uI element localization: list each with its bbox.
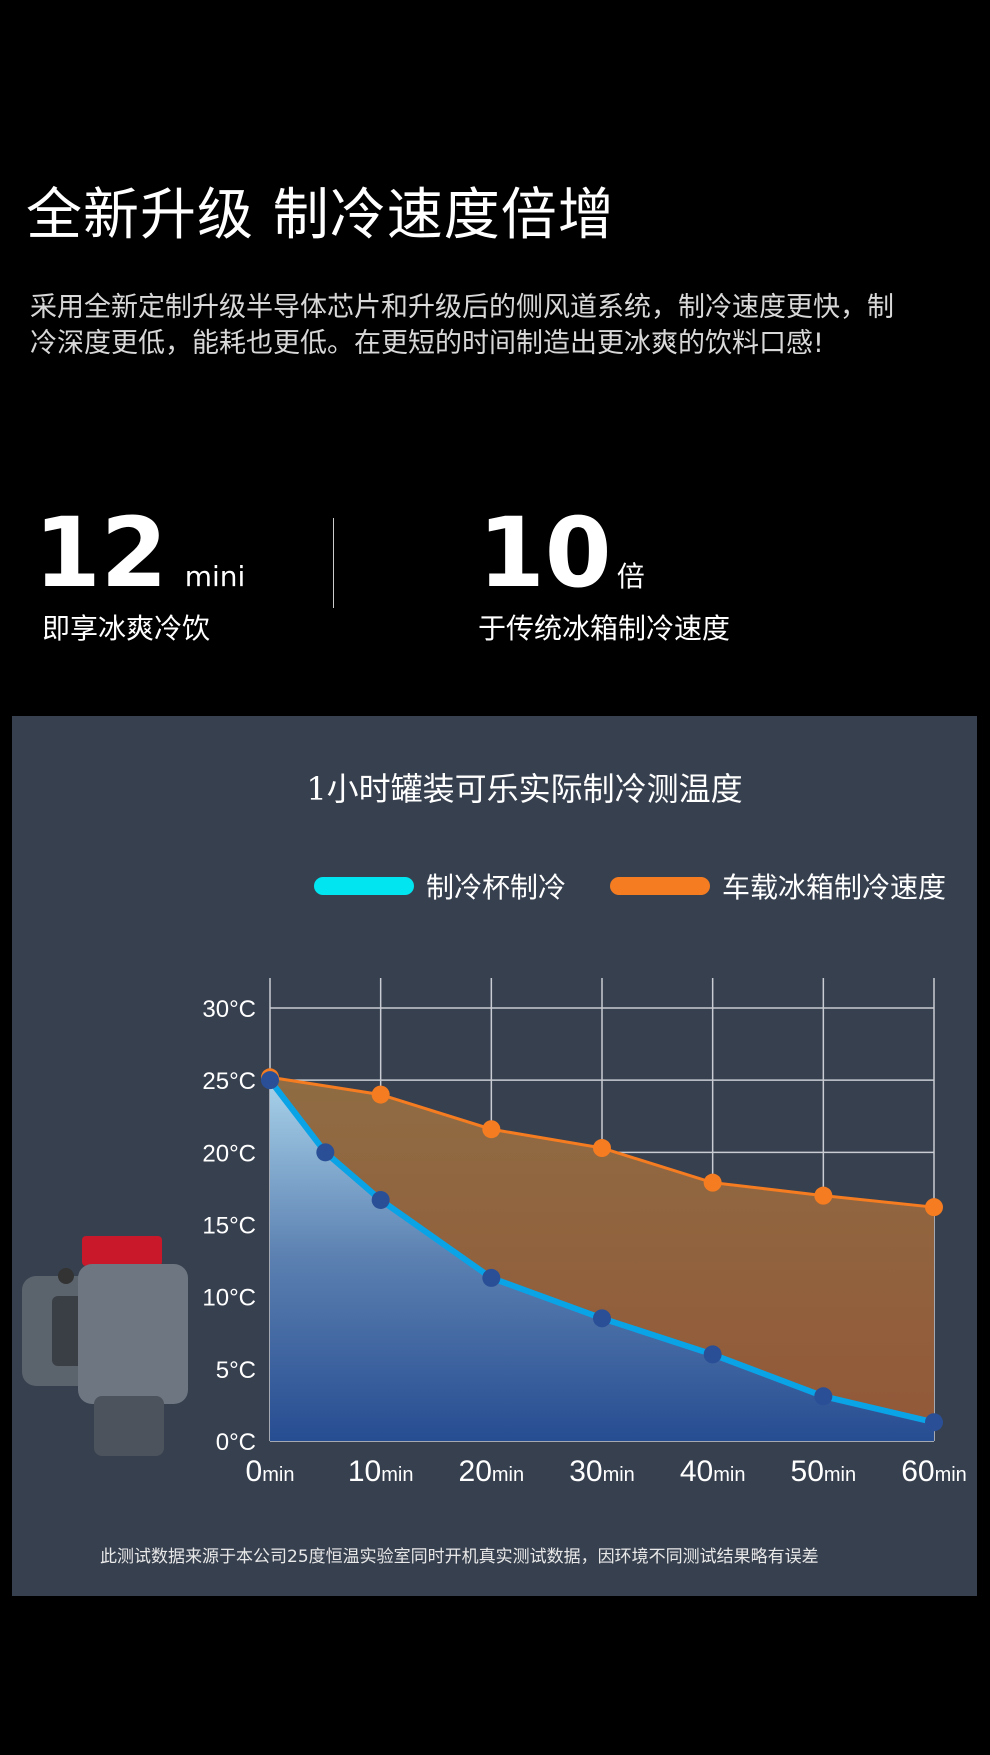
stat-time: 12 mini 即享冰爽冷饮 bbox=[34, 505, 245, 647]
legend-item-fridge: 车载冰箱制冷速度 bbox=[610, 866, 946, 906]
x-tick-label: 0min bbox=[246, 1455, 295, 1488]
y-tick-label: 25°C bbox=[202, 1068, 256, 1095]
stat-unit: 倍 bbox=[616, 560, 645, 593]
stat-value: 10 bbox=[478, 497, 612, 609]
chart: 0°C 5°C 10°C 15°C 20°C 25°C 30°C 0min 10min 20min… bbox=[22, 978, 967, 1488]
stat-label: 即享冰爽冷饮 bbox=[42, 612, 211, 645]
legend-label: 车载冰箱制冷速度 bbox=[722, 871, 947, 904]
cup-point bbox=[814, 1387, 833, 1406]
legend-item-cup: 制冷杯制冷 bbox=[314, 866, 566, 906]
stat-unit: mini bbox=[184, 560, 246, 593]
fridge-point bbox=[371, 1085, 390, 1104]
stat-label: 于传统冰箱制冷速度 bbox=[478, 612, 731, 645]
fridge-point bbox=[703, 1173, 722, 1192]
chart-title: 1小时罐装可乐实际制冷测温度 bbox=[306, 770, 743, 808]
stat-speed: 10 倍 于传统冰箱制冷速度 bbox=[478, 505, 730, 647]
footnote: 此测试数据来源于本公司25度恒温实验室同时开机真实测试数据，因环境不同测试结果略… bbox=[100, 1547, 819, 1567]
cup-point bbox=[482, 1268, 501, 1287]
y-tick-label: 20°C bbox=[202, 1140, 256, 1167]
cup-point bbox=[261, 1071, 279, 1090]
y-tick-label: 0°C bbox=[216, 1429, 256, 1456]
cup-line bbox=[267, 1078, 935, 1426]
divider bbox=[333, 518, 334, 608]
legend-label: 制冷杯制冷 bbox=[426, 871, 567, 904]
cup-point bbox=[593, 1309, 611, 1328]
stat-value: 12 bbox=[34, 497, 168, 609]
y-tick-label: 15°C bbox=[202, 1213, 256, 1240]
x-tick-label: 60min bbox=[901, 1455, 967, 1488]
cup-point bbox=[316, 1143, 335, 1162]
product-image bbox=[22, 1236, 188, 1456]
y-tick-label: 10°C bbox=[202, 1285, 256, 1312]
fridge-point bbox=[925, 1198, 943, 1217]
fridge-point bbox=[814, 1186, 833, 1205]
fridge-point bbox=[482, 1120, 501, 1139]
description: 采用全新定制升级半导体芯片和升级后的侧风道系统，制冷速度更快，制冷深度更低，能耗… bbox=[30, 292, 894, 359]
y-tick-label: 30°C bbox=[202, 996, 256, 1023]
x-tick-label: 50min bbox=[791, 1455, 857, 1488]
x-tick-label: 30min bbox=[569, 1455, 635, 1488]
cup-point bbox=[371, 1190, 390, 1209]
cup-point bbox=[925, 1413, 943, 1432]
cup-point bbox=[703, 1345, 722, 1364]
legend-swatch bbox=[314, 877, 414, 895]
x-tick-label: 20min bbox=[459, 1455, 525, 1488]
legend-swatch bbox=[610, 877, 710, 895]
x-tick-label: 40min bbox=[680, 1455, 746, 1488]
fridge-point bbox=[593, 1139, 611, 1158]
cup-area bbox=[270, 1080, 934, 1441]
x-tick-label: 10min bbox=[348, 1455, 414, 1488]
page-title: 全新升级 制冷速度倍增 bbox=[26, 183, 615, 248]
chart-panel: 1小时罐装可乐实际制冷测温度 制冷杯制冷 车载冰箱制冷速度 bbox=[12, 716, 977, 1596]
y-tick-label: 5°C bbox=[216, 1357, 256, 1384]
